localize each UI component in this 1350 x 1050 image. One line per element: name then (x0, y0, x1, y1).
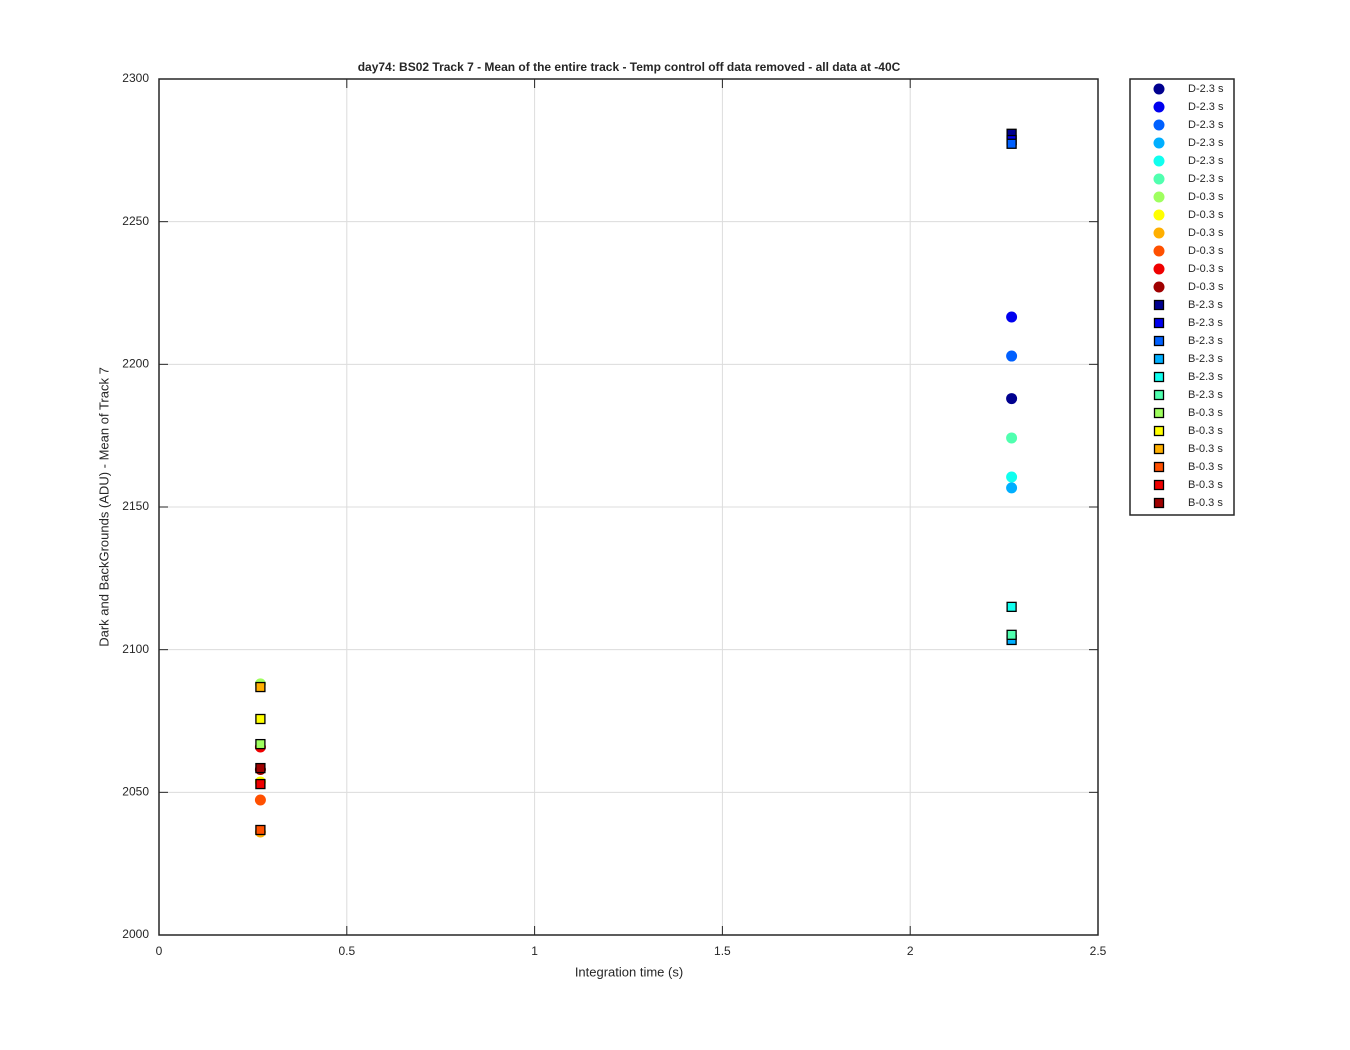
y-tick-label: 2300 (122, 71, 149, 85)
legend-marker (1153, 281, 1165, 293)
legend-marker (1153, 173, 1165, 185)
square-marker (255, 681, 266, 693)
legend-marker (1153, 461, 1165, 473)
legend-label: D-0.3 s (1188, 281, 1224, 293)
x-tick-label: 0 (156, 944, 163, 958)
legend-label: B-0.3 s (1188, 479, 1223, 491)
y-tick-label: 2000 (122, 927, 149, 941)
legend-marker (1153, 443, 1165, 455)
legend-label: D-2.3 s (1188, 83, 1224, 95)
legend-marker (1153, 209, 1165, 221)
x-tick-label: 1 (531, 944, 538, 958)
legend-label: B-2.3 s (1188, 371, 1223, 383)
x-axis-label: Integration time (s) (575, 964, 683, 979)
legend-marker (1153, 371, 1165, 383)
legend-marker (1153, 353, 1165, 365)
legend-label: D-0.3 s (1188, 209, 1224, 221)
x-tick-label: 2 (907, 944, 914, 958)
legend-marker (1153, 317, 1165, 329)
y-axis-label: Dark and BackGrounds (ADU) - Mean of Tra… (96, 367, 111, 647)
legend-label: B-0.3 s (1188, 461, 1223, 473)
x-tick-label: 1.5 (714, 944, 731, 958)
circle-marker (1006, 482, 1018, 494)
square-marker (255, 762, 266, 774)
circle-marker (1006, 471, 1018, 483)
legend-label: B-2.3 s (1188, 299, 1223, 311)
square-marker (255, 824, 266, 836)
legend-label: D-0.3 s (1188, 191, 1224, 203)
y-tick-label: 2150 (122, 499, 149, 513)
y-tick-label: 2050 (122, 785, 149, 799)
legend-label: D-2.3 s (1188, 173, 1224, 185)
legend-label: D-2.3 s (1188, 137, 1224, 149)
legend-label: B-2.3 s (1188, 353, 1223, 365)
legend-marker (1153, 245, 1165, 257)
y-tick-label: 2250 (122, 214, 149, 228)
legend-label: B-2.3 s (1188, 335, 1223, 347)
legend-label: D-2.3 s (1188, 101, 1224, 113)
legend-label: D-0.3 s (1188, 227, 1224, 239)
legend-label: D-0.3 s (1188, 245, 1224, 257)
legend-marker (1153, 389, 1165, 401)
legend-marker (1153, 479, 1165, 491)
legend-marker (1153, 83, 1165, 95)
legend-label: B-0.3 s (1188, 497, 1223, 509)
legend-marker (1153, 101, 1165, 113)
legend-label: B-2.3 s (1188, 317, 1223, 329)
legend-marker (1153, 263, 1165, 275)
square-marker (1006, 629, 1017, 640)
circle-marker (1006, 393, 1018, 405)
legend-marker (1153, 299, 1165, 311)
legend-label: D-2.3 s (1188, 155, 1224, 167)
square-marker (255, 778, 266, 790)
y-tick-label: 2200 (122, 357, 149, 371)
legend-label: D-2.3 s (1188, 119, 1224, 131)
legend-marker (1153, 407, 1165, 419)
legend-label: D-0.3 s (1188, 263, 1224, 275)
square-marker (1006, 601, 1017, 613)
x-tick-label: 0.5 (338, 944, 355, 958)
legend-label: B-0.3 s (1188, 443, 1223, 455)
legend-marker (1153, 137, 1165, 149)
square-marker (255, 713, 266, 725)
legend-box (1129, 78, 1235, 516)
legend-marker (1153, 227, 1165, 239)
square-marker (1006, 138, 1017, 149)
legend-label: B-0.3 s (1188, 407, 1223, 419)
legend-label: B-2.3 s (1188, 389, 1223, 401)
legend-marker (1153, 155, 1165, 167)
chart-title: day74: BS02 Track 7 - Mean of the entire… (358, 60, 901, 74)
legend-marker (1153, 425, 1165, 437)
legend-marker (1153, 335, 1165, 347)
circle-marker (1006, 311, 1018, 323)
legend-marker (1153, 119, 1165, 131)
legend-marker (1153, 191, 1165, 203)
circle-marker (1006, 432, 1018, 444)
legend-label: B-0.3 s (1188, 425, 1223, 437)
circle-marker (254, 794, 266, 806)
y-tick-label: 2100 (122, 642, 149, 656)
legend-marker (1153, 497, 1165, 509)
square-marker (255, 738, 266, 750)
plot-frame (158, 78, 1099, 936)
x-tick-label: 2.5 (1090, 944, 1107, 958)
circle-marker (1006, 350, 1018, 362)
